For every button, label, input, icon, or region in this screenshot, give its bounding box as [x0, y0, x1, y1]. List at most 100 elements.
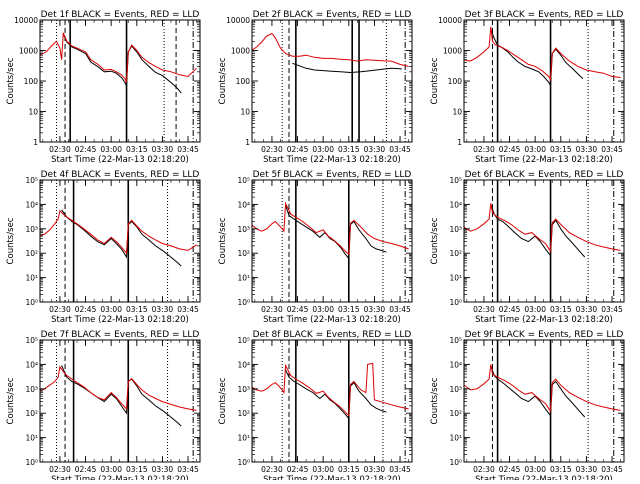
y-axis-label: Counts/sec: [6, 217, 16, 264]
x-tick-label: 02:30: [49, 145, 71, 154]
series-lld: [252, 32, 409, 67]
x-tick-label: 03:00: [312, 145, 334, 154]
x-tick-label: 02:45: [499, 145, 521, 154]
x-tick-label: 03:30: [152, 305, 174, 314]
y-axis-label: Counts/sec: [430, 57, 440, 104]
y-tick-label: 10¹: [449, 274, 462, 283]
x-tick-label: 03:30: [364, 145, 386, 154]
plot-frame: [39, 179, 201, 303]
series-lld: [40, 365, 197, 411]
panel-title: Det 3f BLACK = Events, RED = LLD: [465, 10, 624, 20]
y-axis-label: Counts/sec: [218, 57, 228, 104]
y-tick-label: 10⁰: [237, 458, 250, 467]
y-tick-label: 10³: [237, 385, 250, 394]
x-tick-label: 03:00: [312, 465, 334, 474]
panel-title: Det 5f BLACK = Events, RED = LLD: [253, 170, 412, 180]
y-tick-label: 10⁵: [449, 176, 462, 185]
series-events: [61, 365, 182, 427]
y-tick-label: 10: [28, 108, 38, 117]
y-tick-label: 1: [245, 138, 250, 147]
series-events: [61, 209, 182, 267]
y-tick-label: 10⁴: [237, 360, 250, 369]
y-tick-label: 10²: [237, 409, 250, 418]
y-tick-label: 100: [448, 77, 463, 86]
panel-det-4: Det 4f BLACK = Events, RED = LLD 10⁰ 10¹ 10…: [6, 170, 201, 325]
x-tick-label: 02:30: [261, 305, 283, 314]
x-tick-label: 03:30: [364, 465, 386, 474]
y-tick-label: 10¹: [25, 274, 38, 283]
y-tick-label: 10⁰: [449, 298, 462, 307]
x-tick-label: 02:45: [75, 145, 97, 154]
y-tick-label: 10³: [449, 385, 462, 394]
y-tick-label: 10¹: [449, 434, 462, 443]
y-tick-label: 10⁴: [449, 360, 462, 369]
y-tick-label: 1000: [19, 47, 38, 56]
x-axis-label: Start Time (22-Mar-13 02:18:20): [51, 315, 189, 325]
x-axis-label: Start Time (22-Mar-13 02:18:20): [51, 475, 189, 480]
y-tick-label: 10⁵: [449, 336, 462, 345]
y-tick-label: 1000: [443, 47, 462, 56]
x-tick-label: 03:30: [364, 305, 386, 314]
x-tick-label: 03:15: [126, 305, 148, 314]
x-tick-label: 03:45: [601, 305, 623, 314]
y-axis-label: Counts/sec: [430, 377, 440, 424]
x-tick-label: 02:30: [473, 145, 495, 154]
x-tick-label: 02:45: [75, 465, 97, 474]
x-tick-label: 03:30: [152, 145, 174, 154]
panel-det-9: Det 9f BLACK = Events, RED = LLD 10⁰ 10¹ 10…: [430, 330, 625, 484]
series-lld: [252, 201, 409, 256]
x-axis-label: Start Time (22-Mar-13 02:18:20): [263, 155, 401, 165]
x-tick-label: 02:30: [261, 145, 283, 154]
x-axis-label: Start Time (22-Mar-13 02:18:20): [263, 315, 401, 325]
x-axis-label: Start Time (22-Mar-13 02:18:20): [475, 475, 613, 480]
x-tick-label: 02:30: [261, 465, 283, 474]
x-tick-label: 02:30: [49, 305, 71, 314]
y-tick-label: 10³: [237, 225, 250, 234]
y-tick-label: 10⁰: [449, 458, 462, 467]
x-axis-label: Start Time (22-Mar-13 02:18:20): [51, 155, 189, 165]
panel-title: Det 4f BLACK = Events, RED = LLD: [41, 170, 200, 180]
panel-det-6: Det 6f BLACK = Events, RED = LLD 10⁰ 10¹ 10…: [430, 170, 625, 325]
plot-frame: [463, 339, 625, 463]
y-tick-label: 10²: [25, 249, 38, 258]
x-tick-label: 03:30: [576, 145, 598, 154]
series-lld: [464, 26, 621, 82]
x-tick-label: 03:00: [524, 465, 546, 474]
y-tick-label: 10⁴: [25, 360, 38, 369]
x-tick-label: 02:45: [287, 465, 309, 474]
y-tick-label: 10²: [449, 249, 462, 258]
plot-frame: [39, 339, 201, 463]
x-tick-label: 03:45: [177, 465, 199, 474]
x-axis-label: Start Time (22-Mar-13 02:18:20): [475, 155, 613, 165]
x-tick-label: 03:15: [338, 145, 360, 154]
x-tick-label: 03:45: [601, 145, 623, 154]
series-events: [62, 33, 182, 94]
x-tick-label: 03:15: [126, 145, 148, 154]
y-tick-label: 10⁴: [237, 200, 250, 209]
panel-title: Det 7f BLACK = Events, RED = LLD: [41, 330, 200, 340]
y-tick-label: 100: [236, 77, 251, 86]
x-tick-label: 03:45: [389, 465, 411, 474]
series-lld: [40, 32, 197, 83]
panel-det-5: Det 5f BLACK = Events, RED = LLD 10⁰ 10¹ 10…: [218, 170, 413, 325]
y-tick-label: 10⁵: [25, 336, 38, 345]
plot-frame: [463, 19, 625, 143]
x-tick-label: 02:30: [473, 305, 495, 314]
x-tick-label: 02:45: [499, 465, 521, 474]
panel-det-3: Det 3f BLACK = Events, RED = LLD 1 10 100 10…: [430, 10, 625, 165]
x-tick-label: 03:45: [389, 305, 411, 314]
panel-det-8: Det 8f BLACK = Events, RED = LLD 10⁰ 10¹ 10…: [218, 330, 413, 484]
x-tick-label: 03:15: [550, 465, 572, 474]
panel-title: Det 9f BLACK = Events, RED = LLD: [465, 330, 624, 340]
y-tick-label: 100: [24, 77, 39, 86]
y-tick-label: 10⁰: [25, 458, 38, 467]
y-tick-label: 10: [240, 108, 250, 117]
x-tick-label: 02:45: [75, 305, 97, 314]
series-lld: [252, 362, 409, 417]
x-tick-label: 03:00: [524, 305, 546, 314]
x-axis-label: Start Time (22-Mar-13 02:18:20): [263, 475, 401, 480]
y-tick-label: 10⁵: [237, 176, 250, 185]
y-tick-label: 10²: [449, 409, 462, 418]
x-tick-label: 03:45: [177, 145, 199, 154]
